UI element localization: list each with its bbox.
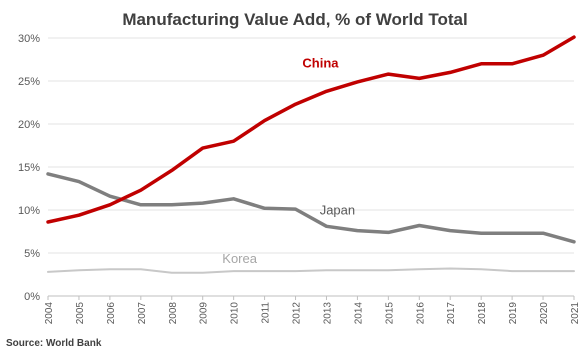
grid	[48, 37, 574, 297]
x-tick-label: 2010	[230, 302, 241, 325]
x-tick-label: 2013	[322, 302, 333, 325]
y-tick-label: 15%	[18, 162, 40, 174]
x-tick-label: 2020	[539, 302, 550, 325]
series-label-korea: Korea	[222, 251, 257, 266]
x-tick-label: 2018	[477, 302, 488, 325]
y-tick-label: 10%	[18, 205, 40, 217]
y-tick-label: 20%	[18, 119, 40, 131]
series-line-japan	[46, 172, 576, 244]
y-tick-label: 0%	[24, 291, 40, 303]
x-tick-label: 2008	[168, 302, 179, 325]
x-tick-label: 2017	[446, 302, 457, 325]
y-tick-label: 5%	[24, 248, 40, 260]
x-tick-label: 2014	[353, 302, 364, 325]
series-lines	[46, 35, 576, 274]
y-tick-label: 25%	[18, 76, 40, 88]
x-tick-label: 2004	[44, 302, 55, 325]
x-tick-label: 2015	[384, 302, 395, 325]
source-note: Source: World Bank	[6, 338, 102, 349]
chart-title: Manufacturing Value Add, % of World Tota…	[122, 10, 467, 29]
x-tick-label: 2007	[137, 302, 148, 325]
x-tick-labels: 2004 2005 2006 2007 2008 2009 2010 2011 2012 2013…	[44, 296, 579, 324]
x-tick-label: 2016	[415, 302, 426, 325]
y-tick-label: 30%	[18, 33, 40, 45]
x-tick-label: 2005	[75, 302, 86, 325]
x-tick-label: 2006	[106, 302, 117, 325]
x-tick-label: 2012	[292, 302, 303, 325]
y-tick-labels: 0% 5% 10% 15% 20% 25% 30%	[18, 33, 40, 303]
x-tick-label: 2009	[199, 302, 210, 325]
series-label-japan: Japan	[320, 203, 355, 218]
series-line-china	[46, 35, 576, 224]
x-tick-label: 2019	[508, 302, 519, 325]
x-tick-label: 2011	[261, 302, 272, 324]
series-labels: China Japan Korea	[222, 55, 355, 266]
series-label-china: China	[302, 55, 339, 70]
series-line-korea	[47, 267, 575, 274]
x-tick-label: 2021	[570, 302, 579, 325]
